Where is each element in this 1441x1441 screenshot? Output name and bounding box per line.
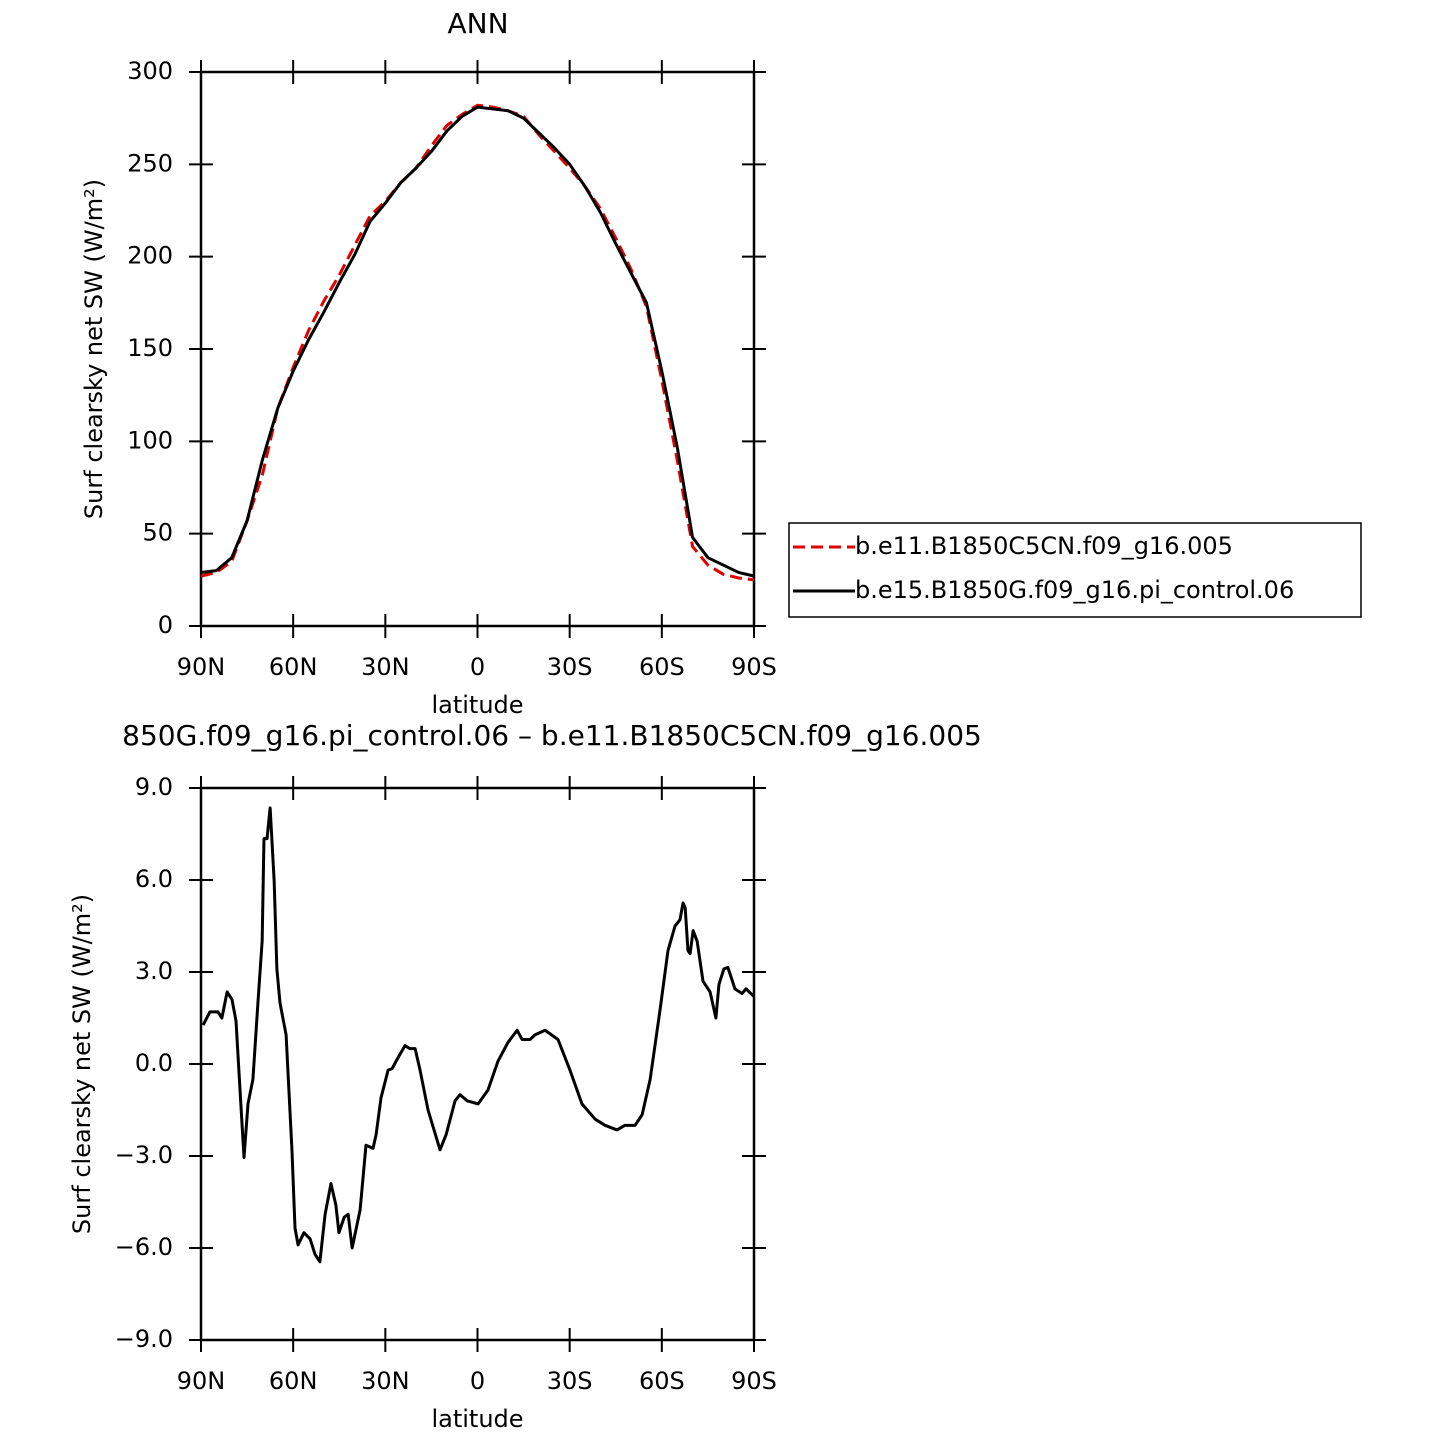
y-tick-label: 0 (158, 611, 173, 639)
legend-label: b.e15.B1850G.f09_g16.pi_control.06 (855, 576, 1294, 604)
x-tick-label: 60S (639, 653, 685, 681)
x-tick-label: 0 (470, 653, 485, 681)
plot-frame (199, 70, 756, 628)
x-tick-label: 90N (177, 1367, 226, 1395)
y-tick-label: 150 (127, 334, 173, 362)
data-line (200, 105, 755, 578)
x-tick-label: 60N (269, 653, 318, 681)
data-line (200, 103, 755, 582)
y-tick-label: 3.0 (135, 957, 173, 985)
legend-box (788, 522, 1362, 618)
x-tick-label: 30N (361, 653, 410, 681)
x-tick-label: 90N (177, 653, 226, 681)
y-tick-label: −3.0 (115, 1141, 173, 1169)
x-tick-label: 30S (547, 653, 593, 681)
y-tick-label: 100 (127, 426, 173, 454)
x-axis-label: latitude (431, 1405, 523, 1433)
y-axis-label: Surf clearsky net SW (W/m²) (68, 894, 96, 1234)
y-axis-label: Surf clearsky net SW (W/m²) (80, 179, 108, 519)
x-tick-label: 60N (269, 1367, 318, 1395)
y-tick-label: 9.0 (135, 773, 173, 801)
x-tick-label: 90S (731, 1367, 777, 1395)
x-tick-label: 60S (639, 1367, 685, 1395)
data-line (201, 806, 756, 1264)
x-tick-label: 90S (731, 653, 777, 681)
plot-frame (199, 786, 756, 1342)
legend-label: b.e11.B1850C5CN.f09_g16.005 (855, 532, 1233, 560)
y-tick-label: −6.0 (115, 1233, 173, 1261)
y-tick-label: −9.0 (115, 1325, 173, 1353)
x-tick-label: 30S (547, 1367, 593, 1395)
x-tick-label: 30N (361, 1367, 410, 1395)
y-tick-label: 50 (142, 519, 173, 547)
y-tick-label: 6.0 (135, 865, 173, 893)
x-tick-label: 0 (470, 1367, 485, 1395)
y-tick-label: 0.0 (135, 1049, 173, 1077)
chart-title: 850G.f09_g16.pi_control.06 – b.e11.B1850… (122, 719, 982, 752)
x-axis-label: latitude (431, 691, 523, 719)
chart-title: ANN (447, 7, 508, 40)
y-tick-label: 300 (127, 57, 173, 85)
y-tick-label: 250 (127, 149, 173, 177)
y-tick-label: 200 (127, 242, 173, 270)
